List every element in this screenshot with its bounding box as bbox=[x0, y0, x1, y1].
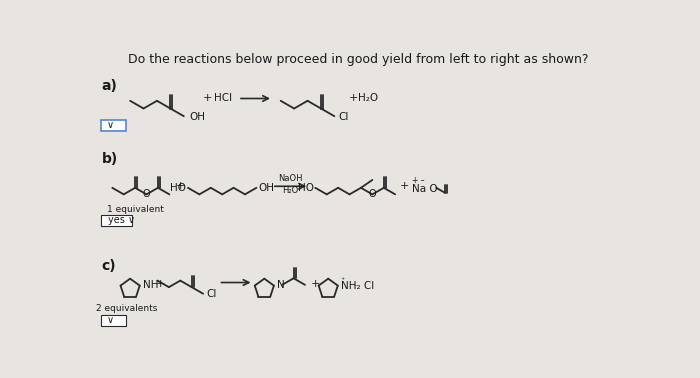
Text: NaOH: NaOH bbox=[279, 174, 303, 183]
Text: NH: NH bbox=[143, 280, 158, 290]
Text: yes ∨: yes ∨ bbox=[108, 215, 136, 225]
Text: OH: OH bbox=[258, 183, 274, 193]
Text: H₂O: H₂O bbox=[358, 93, 379, 104]
Text: O: O bbox=[143, 189, 150, 199]
Text: ⁺: ⁺ bbox=[341, 276, 344, 285]
Text: ⁻: ⁻ bbox=[354, 282, 358, 291]
Text: HO: HO bbox=[298, 183, 314, 193]
Text: +: + bbox=[176, 181, 185, 191]
Text: +: + bbox=[400, 181, 410, 191]
Bar bbox=[102, 315, 126, 325]
Text: ∨: ∨ bbox=[106, 121, 113, 130]
Text: +: + bbox=[155, 279, 165, 289]
Text: 1 equivalent: 1 equivalent bbox=[107, 205, 164, 214]
Text: +: + bbox=[202, 93, 212, 104]
Text: HO: HO bbox=[170, 183, 186, 193]
Text: H₂O: H₂O bbox=[282, 186, 299, 195]
Text: + –: + – bbox=[412, 176, 425, 184]
Text: ∨: ∨ bbox=[106, 315, 113, 325]
Text: Cl: Cl bbox=[338, 112, 349, 122]
Text: HCl: HCl bbox=[214, 93, 232, 104]
Text: O: O bbox=[368, 189, 376, 199]
Text: Cl: Cl bbox=[206, 289, 216, 299]
Text: +: + bbox=[349, 93, 358, 104]
Text: +: + bbox=[311, 279, 321, 289]
Bar bbox=[102, 120, 126, 131]
Text: 2 equivalents: 2 equivalents bbox=[96, 304, 157, 313]
Text: a): a) bbox=[102, 79, 118, 93]
Text: Na O: Na O bbox=[412, 184, 438, 194]
Text: Do the reactions below proceed in good yield from left to right as shown?: Do the reactions below proceed in good y… bbox=[129, 53, 589, 66]
Text: OH: OH bbox=[189, 112, 205, 122]
Text: b): b) bbox=[102, 152, 118, 166]
Bar bbox=[102, 215, 132, 226]
Text: N: N bbox=[276, 280, 284, 290]
Text: NH₂ Cl: NH₂ Cl bbox=[341, 281, 374, 291]
Text: c): c) bbox=[102, 259, 116, 273]
